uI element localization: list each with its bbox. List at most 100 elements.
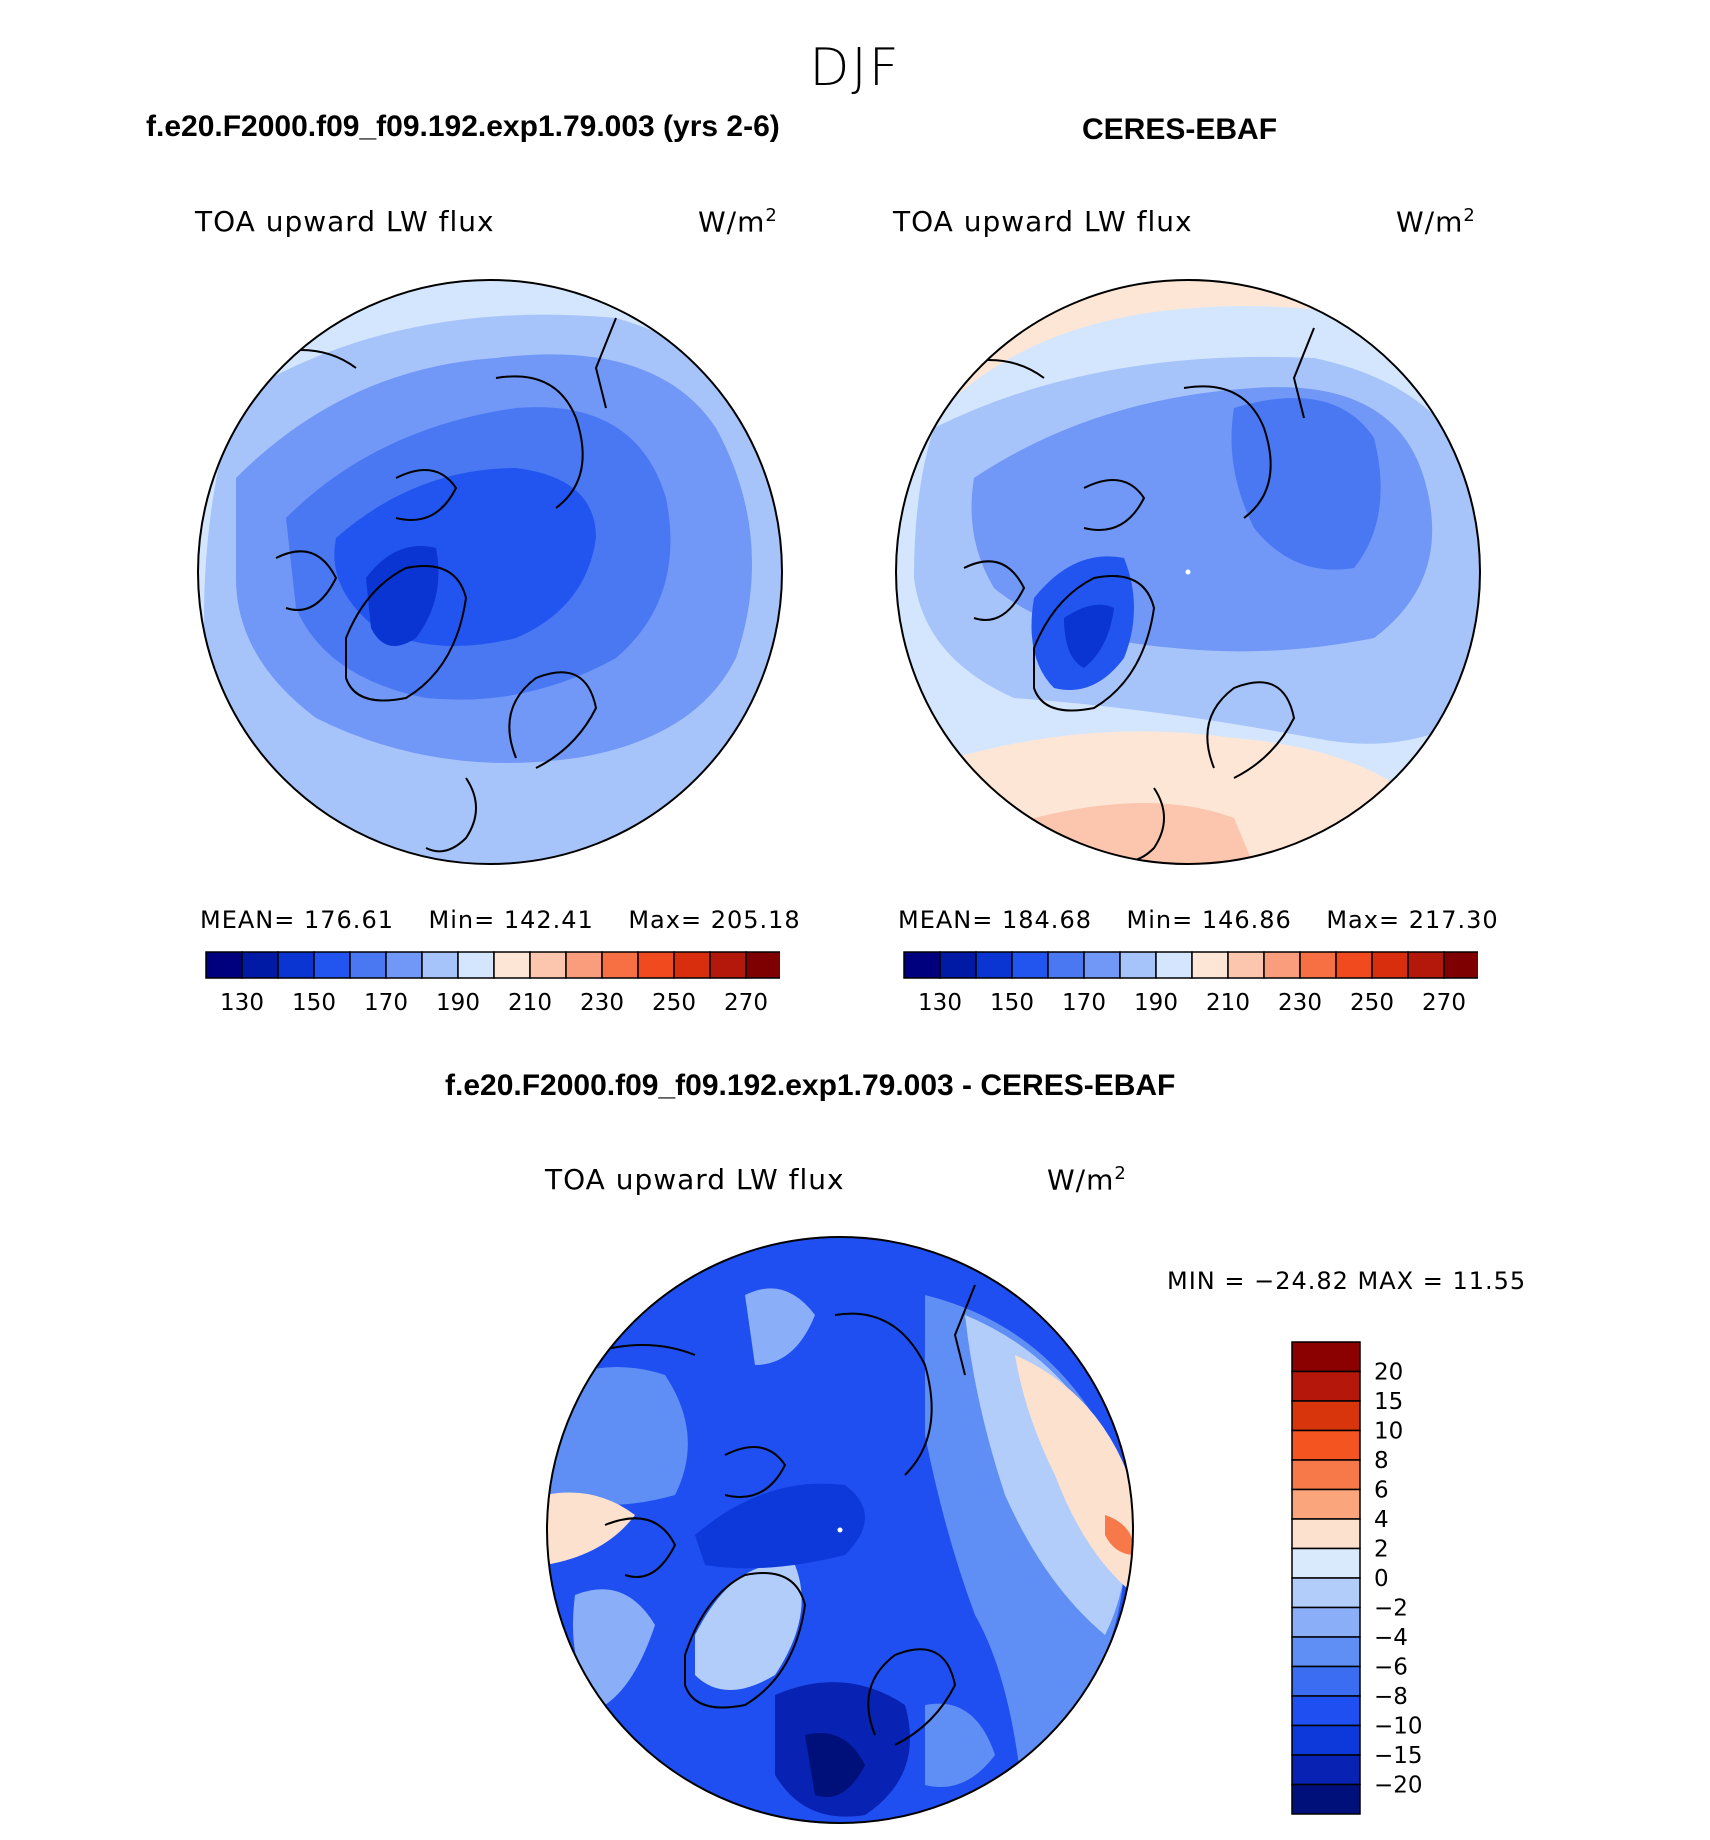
difference-colorbar-tick-label: −20 (1374, 1773, 1423, 1799)
obs-colorbar-tick-label: 170 (1062, 990, 1106, 1016)
model-colorbar-box (349, 951, 387, 979)
model-colorbar-box (493, 951, 531, 979)
difference-colorbar-box (1291, 1459, 1361, 1491)
obs-colorbar-box (1335, 951, 1373, 979)
obs-polar-map (895, 279, 1481, 865)
difference-colorbar-tick-label: 4 (1374, 1507, 1389, 1533)
obs-colorbar-box (1155, 951, 1193, 979)
obs-colorbar-box (1191, 951, 1229, 979)
difference-colorbar-tick-label: −4 (1374, 1625, 1408, 1651)
model-colorbar-box (241, 951, 279, 979)
difference-colorbar-tick-label: −2 (1374, 1596, 1408, 1622)
obs-colorbar-box (1371, 951, 1409, 979)
difference-colorbar-tick-label: 20 (1374, 1360, 1403, 1386)
model-colorbar-box (745, 951, 780, 979)
difference-minmax: MIN = −24.82 MAX = 11.55 (1167, 1267, 1527, 1295)
difference-units-label: W/m2 (1047, 1163, 1127, 1197)
difference-colorbar-tick-label: 8 (1374, 1448, 1389, 1474)
difference-colorbar-box (1291, 1547, 1361, 1579)
model-colorbar-box (565, 951, 603, 979)
difference-variable-label: TOA upward LW flux (545, 1163, 845, 1196)
model-colorbar-tick-label: 270 (724, 990, 768, 1016)
difference-colorbar-tick-label: −8 (1374, 1684, 1408, 1710)
difference-colorbar-tick-label: 15 (1374, 1389, 1403, 1415)
model-stats: MEAN= 176.61 Min= 142.41 Max= 205.18 (200, 906, 801, 934)
model-panel-heading: f.e20.F2000.f09_f09.192.exp1.79.003 (yrs… (146, 110, 780, 143)
pole-marker (837, 1527, 843, 1533)
obs-colorbar-tick-label: 150 (990, 990, 1034, 1016)
obs-variable-label: TOA upward LW flux (893, 205, 1193, 238)
difference-colorbar-box (1291, 1429, 1361, 1461)
obs-colorbar-box (1263, 951, 1301, 979)
model-colorbar-tick-label: 130 (220, 990, 264, 1016)
obs-colorbar-tick-label: 130 (918, 990, 962, 1016)
model-colorbar-box (313, 951, 351, 979)
model-colorbar-tick-label: 210 (508, 990, 552, 1016)
model-colorbar-box (277, 951, 315, 979)
difference-colorbar-box (1291, 1577, 1361, 1609)
model-colorbar-tick-label: 190 (436, 990, 480, 1016)
difference-polar-map (546, 1236, 1134, 1824)
model-colorbar-box (637, 951, 675, 979)
obs-colorbar-box (1227, 951, 1265, 979)
obs-colorbar-box (939, 951, 977, 979)
obs-colorbar-tick-label: 230 (1278, 990, 1322, 1016)
model-colorbar-box (385, 951, 423, 979)
obs-colorbar-box (1443, 951, 1478, 979)
obs-colorbar-tick-label: 210 (1206, 990, 1250, 1016)
model-units-label: W/m2 (698, 205, 778, 239)
difference-colorbar-box (1291, 1724, 1361, 1756)
model-colorbar-box (421, 951, 459, 979)
model-variable-label: TOA upward LW flux (195, 205, 495, 238)
model-colorbar-box (529, 951, 567, 979)
figure-title: DJF (809, 38, 901, 98)
obs-colorbar-box (1119, 951, 1157, 979)
difference-colorbar-box (1291, 1518, 1361, 1550)
model-colorbar-box (673, 951, 711, 979)
difference-colorbar-box (1291, 1400, 1361, 1432)
obs-colorbar: 130 150 170 190 210 230 250 270 (903, 951, 1478, 1016)
obs-colorbar-box (1047, 951, 1085, 979)
model-colorbar-tick-label: 230 (580, 990, 624, 1016)
obs-colorbar-box (903, 951, 941, 979)
obs-units-label: W/m2 (1396, 205, 1476, 239)
difference-colorbar-box (1291, 1695, 1361, 1727)
difference-colorbar-tick-label: 2 (1374, 1537, 1389, 1563)
model-colorbar-tick-label: 150 (292, 990, 336, 1016)
difference-colorbar-tick-label: 0 (1374, 1566, 1389, 1592)
difference-colorbar-box (1291, 1370, 1361, 1402)
model-colorbar-box (205, 951, 243, 979)
model-colorbar: 130 150 170 190 210 230 250 270 (205, 951, 780, 1016)
obs-panel-heading: CERES-EBAF (1082, 113, 1278, 146)
model-colorbar-box (601, 951, 639, 979)
model-colorbar-tick-label: 250 (652, 990, 696, 1016)
obs-colorbar-tick-label: 190 (1134, 990, 1178, 1016)
difference-colorbar-tick-label: −10 (1374, 1714, 1423, 1740)
obs-colorbar-tick-label: 270 (1422, 990, 1466, 1016)
obs-colorbar-box (1299, 951, 1337, 979)
difference-colorbar-box (1291, 1636, 1361, 1668)
difference-heading: f.e20.F2000.f09_f09.192.exp1.79.003 - CE… (445, 1069, 1176, 1102)
model-colorbar-box (457, 951, 495, 979)
obs-colorbar-box (1011, 951, 1049, 979)
model-colorbar-tick-label: 170 (364, 990, 408, 1016)
model-colorbar-box (709, 951, 747, 979)
difference-colorbar-box (1291, 1754, 1361, 1786)
difference-colorbar-tick-label: 10 (1374, 1419, 1403, 1445)
difference-colorbar-tick-label: −6 (1374, 1655, 1408, 1681)
obs-colorbar-box (1083, 951, 1121, 979)
difference-colorbar-tick-label: −15 (1374, 1743, 1423, 1769)
difference-colorbar-box (1291, 1665, 1361, 1697)
pole-marker (1185, 569, 1191, 575)
difference-colorbar-box (1291, 1783, 1361, 1815)
obs-colorbar-tick-label: 250 (1350, 990, 1394, 1016)
model-polar-map (197, 279, 783, 865)
difference-colorbar-box (1291, 1341, 1361, 1373)
obs-colorbar-box (975, 951, 1013, 979)
obs-colorbar-box (1407, 951, 1445, 979)
difference-colorbar-box (1291, 1606, 1361, 1638)
obs-stats: MEAN= 184.68 Min= 146.86 Max= 217.30 (898, 906, 1499, 934)
difference-colorbar-box (1291, 1488, 1361, 1520)
difference-colorbar-tick-label: 6 (1374, 1478, 1389, 1504)
